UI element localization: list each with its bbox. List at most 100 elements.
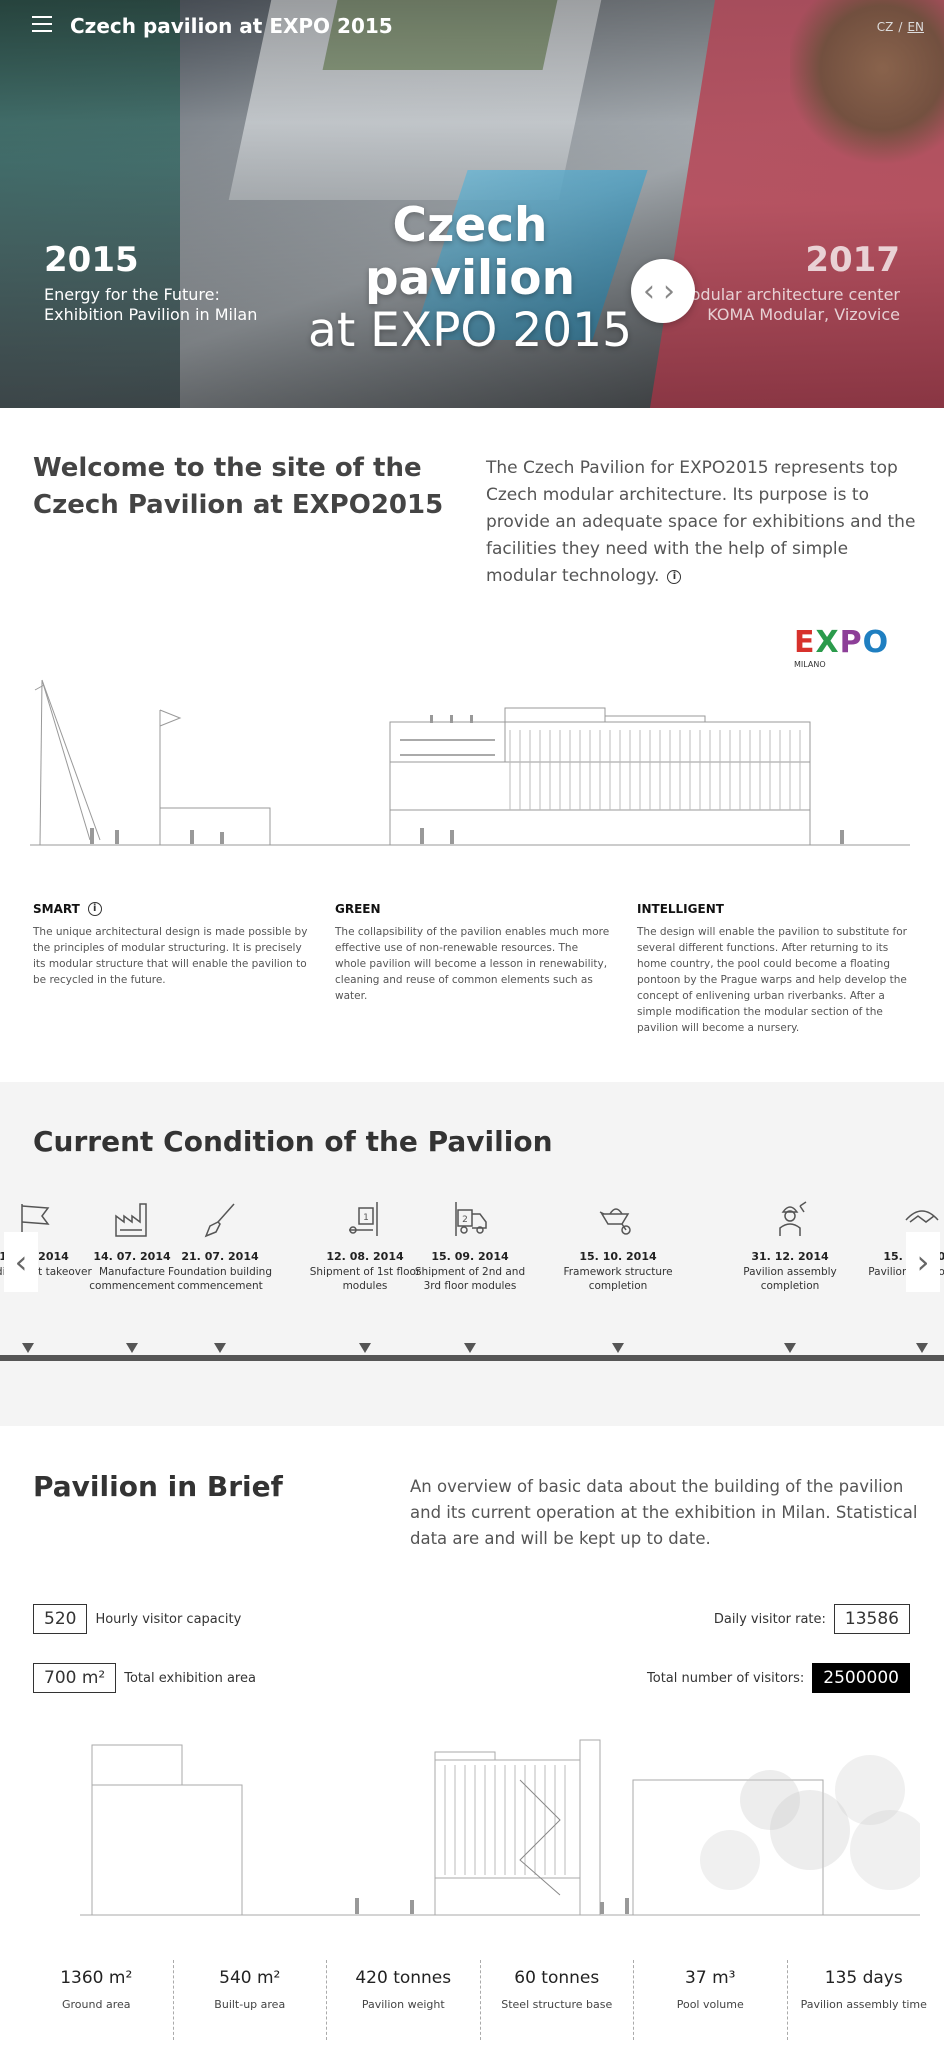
svg-text:1: 1 (363, 1213, 369, 1223)
handshake-icon (905, 1210, 939, 1223)
lang-separator: / (898, 20, 903, 34)
feature-smart-title: SMART i (33, 902, 308, 916)
timeline-next-button[interactable]: › (906, 1232, 940, 1292)
hero-2017-line1: Modular architecture center (676, 285, 900, 304)
pavilion-front-elevation-drawing (80, 1739, 920, 1916)
hourly-capacity-stat: 520 Hourly visitor capacity (33, 1604, 241, 1634)
total-visitors-label: Total number of visitors: (647, 1670, 805, 1686)
hero-photo-water (0, 0, 180, 408)
metric-label: Built-up area (214, 1998, 286, 2011)
lang-cz-link[interactable]: CZ (876, 20, 894, 34)
timeline-item[interactable]: 31. 12. 2014 Pavilion assembly completio… (730, 1200, 850, 1293)
exhibition-area-value: 700 m² (33, 1663, 117, 1693)
hero-2015-year: 2015 (44, 240, 139, 280)
factory-icon (115, 1203, 147, 1237)
metric-pavilion-weight: 420 tonnes Pavilion weight (327, 1960, 481, 2040)
metric-assembly-time: 135 days Pavilion assembly time (788, 1960, 941, 2040)
truck-module-2-icon: 2 (455, 1202, 487, 1236)
metric-value: 60 tonnes (514, 1968, 600, 1988)
timeline-item[interactable]: 1 12. 08. 2014 Shipment of 1st floor mod… (305, 1200, 425, 1293)
timeline-marker (464, 1343, 476, 1353)
metric-value: 135 days (824, 1968, 903, 1988)
hero-2015-panel[interactable]: 2015 Energy for the Future: Exhibition P… (44, 243, 257, 325)
timeline-marker (612, 1343, 624, 1353)
compare-slider-handle[interactable]: ‹› (631, 259, 695, 323)
expo-milano-logo: EXPO MILANO (794, 628, 889, 670)
hourly-capacity-label: Hourly visitor capacity (95, 1611, 242, 1627)
feature-intelligent-text: The design will enable the pavilion to s… (637, 926, 907, 1034)
feature-green: GREEN The collapsibility of the pavilion… (335, 902, 610, 1004)
timeline-marker (126, 1343, 138, 1353)
metric-value: 420 tonnes (355, 1968, 452, 1988)
metric-steel-structure-base: 60 tonnes Steel structure base (481, 1960, 634, 2040)
hero-heading-line1: Czech pavilion (364, 198, 576, 306)
timeline-marker (784, 1343, 796, 1353)
timeline-marker (22, 1343, 34, 1353)
timeline-date: 14. 07. 2014 (93, 1250, 171, 1263)
total-visitors-stat: Total number of visitors: 2500000 (647, 1663, 910, 1693)
site-title[interactable]: Czech pavilion at EXPO 2015 (70, 14, 393, 38)
feature-intelligent-title: INTELLIGENT (637, 902, 724, 916)
metric-ground-area: 1360 m² Ground area (20, 1960, 174, 2040)
brief-text: An overview of basic data about the buil… (410, 1477, 918, 1548)
pavilion-side-elevation-drawing (30, 679, 910, 846)
language-switcher: CZ / EN (877, 20, 924, 34)
feature-green-text: The collapsibility of the pavilion enabl… (335, 926, 610, 1002)
timeline-label: Shipment of 1st floor modules (309, 1266, 421, 1292)
wheelbarrow-icon (599, 1208, 631, 1235)
metrics-row: 1360 m² Ground area 540 m² Built-up area… (20, 1960, 940, 2040)
hamburger-menu-icon[interactable] (32, 16, 52, 34)
feature-green-title: GREEN (335, 902, 381, 916)
metric-value: 1360 m² (60, 1968, 133, 1988)
metric-pool-volume: 37 m³ Pool volume (634, 1960, 788, 2040)
metric-label: Pavilion assembly time (800, 1998, 927, 2011)
daily-visitor-rate-value: 13586 (833, 1604, 910, 1634)
timeline-item[interactable]: 14. 07. 2014 Manufacture commencement (72, 1200, 192, 1293)
timeline-track (0, 1355, 944, 1361)
chevron-left-icon: ‹ (14, 1243, 28, 1281)
timeline-marker (214, 1343, 226, 1353)
daily-visitor-rate-stat: Daily visitor rate: 13586 (714, 1604, 910, 1634)
metric-label: Pavilion weight (361, 1998, 445, 2011)
metric-label: Pool volume (676, 1998, 744, 2011)
hero-2017-line2: KOMA Modular, Vizovice (707, 305, 900, 324)
metric-label: Ground area (62, 1998, 131, 2011)
welcome-text-body: The Czech Pavilion for EXPO2015 represen… (486, 458, 916, 586)
timeline-label: Shipment of 2nd and 3rd floor modules (414, 1266, 526, 1292)
lang-en-link[interactable]: EN (907, 20, 924, 34)
hero-heading: Czech pavilion at EXPO 2015 (290, 198, 650, 359)
total-visitors-value: 2500000 (812, 1663, 910, 1693)
timeline-date: 21. 07. 2014 (181, 1250, 259, 1263)
condition-section (0, 1082, 944, 1426)
timeline-marker (916, 1343, 928, 1353)
info-icon[interactable]: i (87, 902, 102, 916)
hero-2015-line2: Exhibition Pavilion in Milan (44, 305, 258, 324)
timeline-label: Framework structure completion (563, 1266, 673, 1292)
worker-icon (779, 1201, 807, 1236)
metric-value: 37 m³ (685, 1968, 736, 1988)
chevron-left-right-icon: ‹› (643, 273, 683, 309)
exhibition-area-stat: 700 m² Total exhibition area (33, 1663, 256, 1693)
hero-2015-line1: Energy for the Future: (44, 285, 220, 304)
brief-title: Pavilion in Brief (33, 1470, 283, 1503)
metric-label: Steel structure base (501, 1998, 613, 2011)
timeline-item[interactable]: 21. 07. 2014 Foundation building commenc… (160, 1200, 280, 1293)
expo-logo-city: MILANO (794, 660, 826, 669)
hero-photo-tree (790, 0, 944, 170)
hero-heading-line2: at EXPO 2015 (308, 303, 632, 359)
hero-banner: Czech pavilion at EXPO 2015 CZ / EN Czech … (0, 0, 944, 408)
timeline-date: 15. 10. 2014 (579, 1250, 657, 1263)
svg-text:2: 2 (462, 1215, 468, 1225)
shovel-icon (204, 1203, 235, 1238)
timeline-item[interactable]: 15. 10. 2014 Framework structure complet… (558, 1200, 678, 1293)
timeline-prev-button[interactable]: ‹ (4, 1232, 38, 1292)
timeline-label: Pavilion assembly completion (743, 1266, 837, 1292)
timeline-date: 12. 08. 2014 (326, 1250, 404, 1263)
welcome-title: Welcome to the site of the Czech Pavilio… (33, 453, 444, 520)
feature-smart: SMART i The unique architectural design i… (33, 902, 308, 988)
timeline-item[interactable]: 2 15. 09. 2014 Shipment of 2nd and 3rd f… (410, 1200, 530, 1293)
hero-2017-panel[interactable]: 2017 Modular architecture center KOMA Mo… (677, 243, 900, 325)
exhibition-area-label: Total exhibition area (124, 1670, 256, 1686)
timeline-date: 31. 12. 2014 (751, 1250, 829, 1263)
info-icon[interactable]: i (667, 570, 682, 584)
